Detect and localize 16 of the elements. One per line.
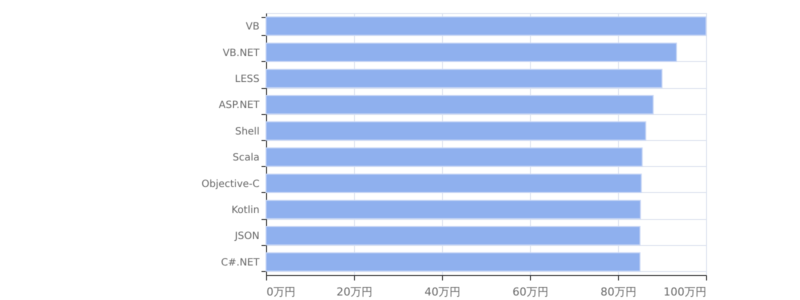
y-tick-label: ASP.NET — [218, 100, 260, 112]
x-tick-label: 80万円 — [600, 286, 636, 298]
y-tick-label: Scala — [232, 152, 260, 164]
x-tick-label: 60万円 — [512, 286, 548, 298]
y-tick-label: C#.NET — [221, 257, 260, 268]
x-tick-label: 0万円 — [266, 286, 296, 298]
y-tick-label: LESS — [234, 74, 260, 85]
y-tick-label: Objective-C — [201, 178, 260, 190]
y-tick-label: VB — [246, 22, 260, 33]
y-tick-label: Kotlin — [232, 205, 260, 216]
x-tick-label: 40万円 — [424, 286, 460, 298]
y-tick-label: Shell — [235, 126, 260, 138]
x-tick-label: 100万円 — [664, 286, 706, 298]
y-tick-label: JSON — [234, 231, 260, 242]
y-tick-label: VB.NET — [222, 48, 260, 59]
x-tick-label: 20万円 — [336, 286, 372, 298]
